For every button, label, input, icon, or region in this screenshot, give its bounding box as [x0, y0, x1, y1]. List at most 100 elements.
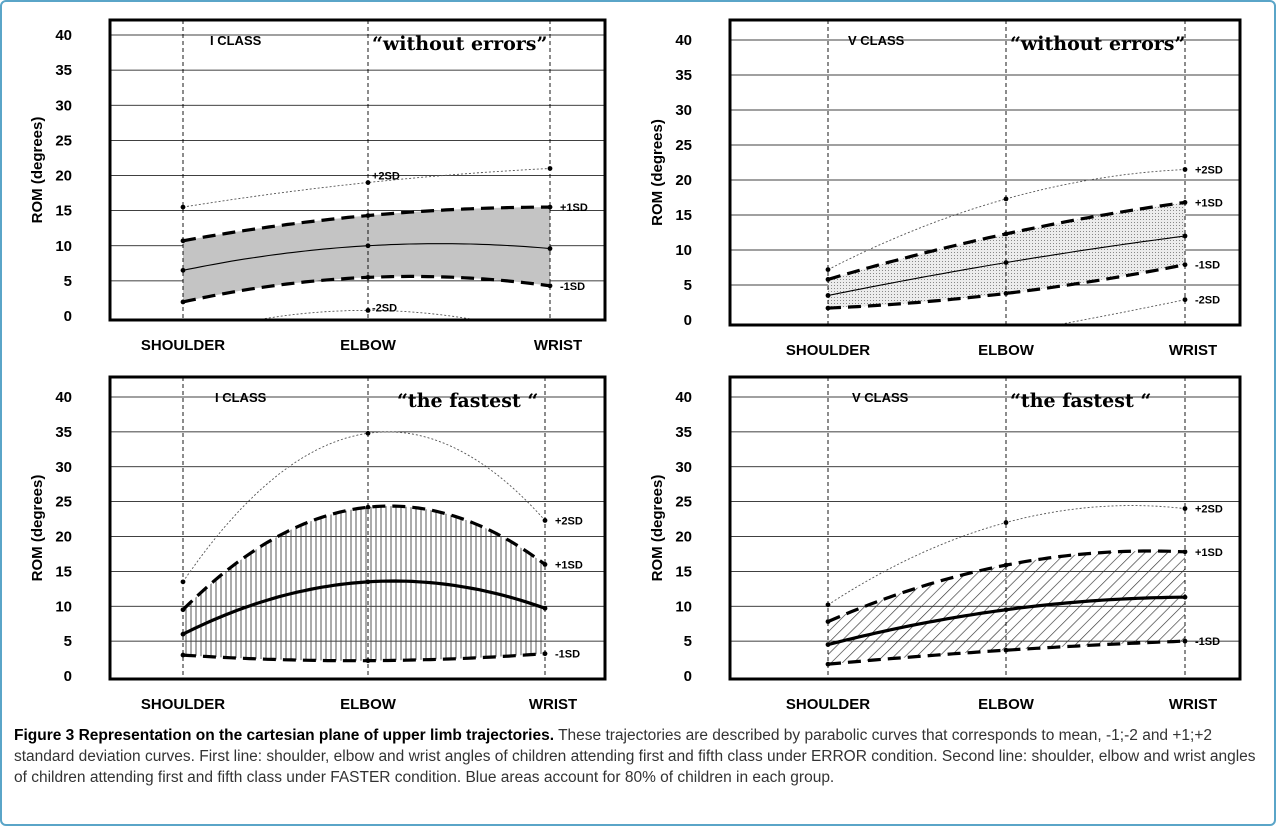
y-tick-label: 15: [55, 203, 72, 220]
y-tick-label: 5: [64, 633, 72, 650]
data-point: [365, 243, 371, 249]
x-tick-label: ELBOW: [978, 696, 1035, 713]
y-axis-label: ROM (degrees): [29, 475, 46, 582]
plot-group: 0 5 10 15 20 25 30 35 40 +2SD +1SD -1SD -2SD I CLASS “…: [29, 18, 607, 354]
series-line-plus1sd: [181, 504, 546, 611]
x-tick-label: WRIST: [529, 696, 577, 713]
data-point: [1182, 549, 1188, 555]
y-tick-label: 20: [675, 529, 692, 546]
y-tick-label: 40: [675, 389, 692, 406]
chart-i-class-the-fastest: 0 5 10 15 20 25 30 35 40 +2SD +1SD -1SD I CLASS “the …: [29, 375, 607, 713]
x-tick-label: SHOULDER: [141, 337, 225, 354]
y-tick-label: 20: [55, 168, 72, 185]
data-point: [1182, 594, 1188, 600]
caption-text: These trajectories are described by para…: [14, 727, 1256, 786]
plot-border: [108, 375, 607, 681]
sd-label: -2SD: [1195, 295, 1220, 307]
y-tick-label: 35: [55, 424, 72, 441]
data-point: [547, 166, 553, 171]
y-tick-label: 30: [55, 459, 72, 476]
data-point: [365, 504, 371, 510]
sd-label: -2SD: [372, 302, 397, 314]
data-point: [1182, 262, 1188, 268]
sd-label: +2SD: [372, 171, 400, 183]
y-axis-label: ROM (degrees): [29, 117, 46, 224]
y-tick-label: 40: [55, 389, 72, 406]
data-point: [825, 293, 831, 298]
y-tick-label: 15: [675, 207, 692, 224]
plot-border: [728, 18, 1242, 327]
y-tick-label: 0: [684, 668, 692, 685]
sd-band: [828, 202, 1185, 309]
plot-group: 0 5 10 15 20 25 30 35 40 +2SD +1SD -1SD V CLASS “the …: [649, 375, 1242, 713]
y-tick-label: 25: [675, 494, 692, 511]
condition-label: “without errors”: [1010, 33, 1185, 55]
condition-label: “the fastest “: [1010, 390, 1151, 412]
data-point: [1003, 607, 1009, 613]
y-tick-label: 5: [684, 277, 692, 294]
series-line-mean: [182, 579, 546, 636]
y-tick-label: 0: [64, 668, 72, 685]
data-point: [542, 562, 548, 567]
y-tick-label: 25: [55, 132, 72, 149]
sd-band: [183, 207, 550, 302]
y-tick-label: 35: [55, 62, 72, 79]
data-point: [365, 579, 371, 585]
sd-label: -1SD: [555, 649, 580, 661]
sd-label: +2SD: [1195, 165, 1223, 177]
data-point: [1182, 297, 1188, 303]
y-tick-label: 20: [675, 172, 692, 189]
y-tick-label: 40: [55, 27, 72, 44]
data-point: [1003, 260, 1009, 265]
sd-label: +1SD: [560, 202, 588, 214]
y-tick-label: 15: [675, 563, 692, 580]
data-point: [1182, 233, 1188, 239]
chart-v-class-the-fastest: 0 5 10 15 20 25 30 35 40 +2SD +1SD -1SD V CLASS “the …: [649, 375, 1242, 713]
y-tick-label: 5: [684, 633, 692, 650]
data-point: [1003, 196, 1009, 202]
data-point: [1003, 647, 1009, 653]
data-point: [1182, 200, 1188, 205]
x-tick-label: ELBOW: [340, 696, 397, 713]
series-line-minus1sd: [182, 652, 546, 663]
sd-label: -1SD: [560, 281, 585, 293]
sd-label: +2SD: [555, 515, 583, 527]
data-point: [825, 661, 831, 667]
data-point: [180, 652, 186, 658]
condition-label: “the fastest “: [397, 390, 538, 412]
y-tick-label: 0: [64, 308, 72, 325]
x-tick-label: SHOULDER: [141, 696, 225, 713]
condition-label: “without errors”: [372, 33, 547, 55]
x-tick-label: WRIST: [534, 337, 582, 354]
y-tick-label: 25: [675, 137, 692, 154]
class-label: I CLASS: [210, 33, 262, 48]
sd-label: +2SD: [1195, 504, 1223, 516]
sd-label: +1SD: [1195, 197, 1223, 209]
y-tick-label: 30: [55, 97, 72, 114]
x-tick-label: ELBOW: [340, 337, 397, 354]
y-tick-label: 5: [64, 273, 72, 290]
class-label: V CLASS: [852, 390, 909, 405]
data-point: [1003, 231, 1009, 237]
x-tick-label: WRIST: [1169, 342, 1217, 359]
x-tick-label: SHOULDER: [786, 342, 870, 359]
y-tick-label: 25: [55, 494, 72, 511]
figure-caption: Figure 3 Representation on the cartesian…: [14, 725, 1264, 788]
y-tick-label: 20: [55, 529, 72, 546]
data-point: [180, 204, 186, 210]
data-point: [825, 642, 831, 648]
data-point: [1182, 638, 1188, 644]
class-label: V CLASS: [848, 33, 905, 48]
chart-v-class-without-errors: 0 5 10 15 20 25 30 35 40 +2SD +1SD -1SD -2SD V CLASS “…: [649, 18, 1242, 359]
data-point: [542, 651, 548, 657]
y-tick-label: 10: [675, 598, 692, 615]
data-point: [180, 267, 186, 273]
data-point: [1003, 520, 1009, 525]
y-tick-label: 35: [675, 424, 692, 441]
y-tick-label: 35: [675, 67, 692, 84]
data-point: [547, 283, 553, 289]
data-point: [542, 518, 548, 523]
data-point: [825, 619, 831, 624]
data-point: [180, 579, 186, 585]
